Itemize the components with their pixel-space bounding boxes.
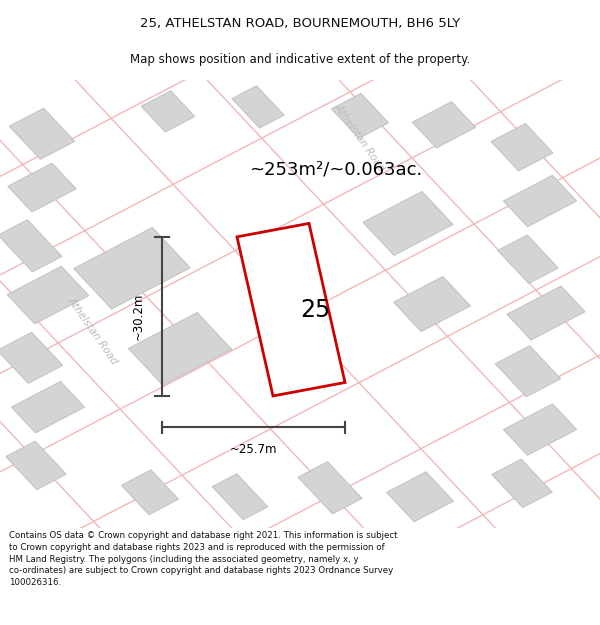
Polygon shape [11, 381, 85, 433]
Text: 25, ATHELSTAN ROAD, BOURNEMOUTH, BH6 5LY: 25, ATHELSTAN ROAD, BOURNEMOUTH, BH6 5LY [140, 18, 460, 31]
Polygon shape [10, 108, 74, 159]
Polygon shape [8, 163, 76, 212]
Polygon shape [394, 276, 470, 332]
Polygon shape [298, 462, 362, 514]
Text: 25: 25 [300, 298, 330, 322]
Polygon shape [6, 441, 66, 489]
Polygon shape [141, 91, 195, 132]
Polygon shape [496, 346, 560, 397]
Text: Athelstan Road: Athelstan Road [66, 296, 120, 366]
Text: ~25.7m: ~25.7m [230, 443, 277, 456]
Polygon shape [331, 94, 389, 138]
Polygon shape [503, 404, 577, 455]
Polygon shape [121, 470, 179, 514]
Polygon shape [498, 235, 558, 284]
Text: Contains OS data © Crown copyright and database right 2021. This information is : Contains OS data © Crown copyright and d… [9, 531, 398, 588]
Polygon shape [412, 102, 476, 148]
Text: Map shows position and indicative extent of the property.: Map shows position and indicative extent… [130, 54, 470, 66]
Polygon shape [363, 191, 453, 256]
Polygon shape [128, 312, 232, 385]
Polygon shape [7, 266, 89, 324]
Polygon shape [232, 86, 284, 128]
Polygon shape [503, 175, 577, 227]
Polygon shape [492, 459, 552, 508]
Polygon shape [0, 220, 62, 272]
Text: ~253m²/~0.063ac.: ~253m²/~0.063ac. [250, 161, 422, 179]
Polygon shape [0, 332, 62, 383]
Polygon shape [491, 124, 553, 171]
Polygon shape [386, 472, 454, 522]
Text: Athelstan Road: Athelstan Road [333, 103, 387, 174]
Polygon shape [507, 286, 585, 340]
Polygon shape [74, 228, 190, 309]
Text: ~30.2m: ~30.2m [131, 292, 145, 340]
Polygon shape [237, 223, 345, 396]
Polygon shape [212, 474, 268, 520]
